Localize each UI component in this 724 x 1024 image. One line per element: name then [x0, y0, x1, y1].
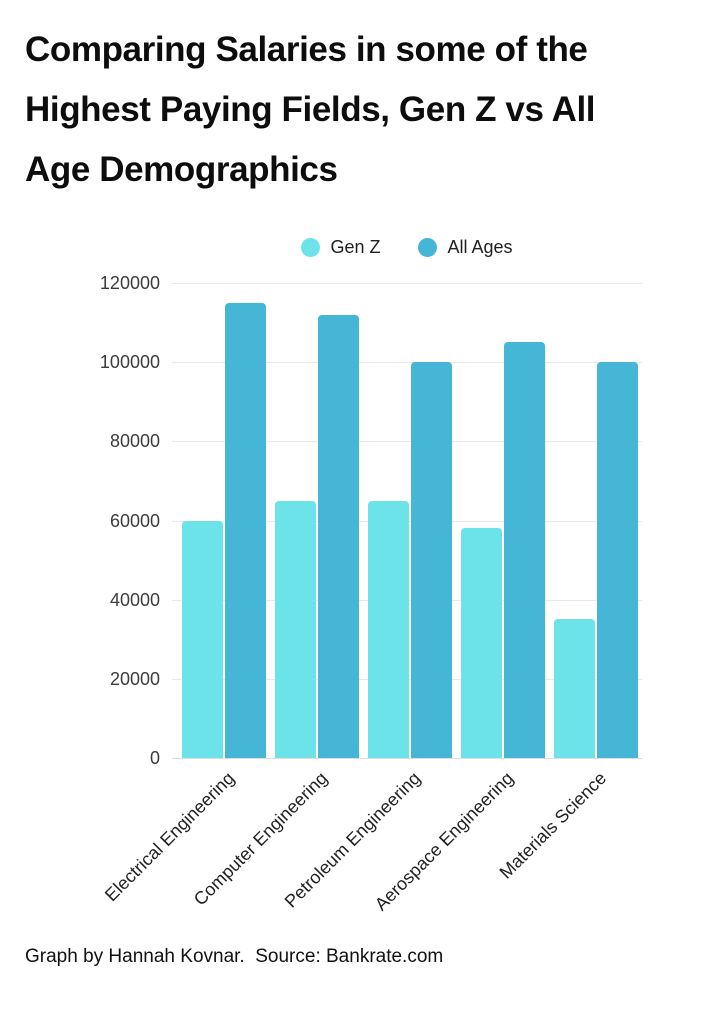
- gridline: [172, 441, 642, 443]
- bar-all-ages: [411, 362, 452, 758]
- legend-dot-icon: [418, 237, 438, 257]
- bar-gen-z: [368, 500, 409, 758]
- bar-group-electrical-engineering: [182, 302, 266, 758]
- gridline: [172, 362, 642, 364]
- bar-all-ages: [225, 302, 266, 758]
- chart-title-line: Highest Paying Fields, Gen Z vs All: [25, 90, 596, 129]
- bar-groups: [172, 283, 642, 758]
- y-tick-label: 120000: [99, 273, 160, 293]
- y-tick-label: 80000: [109, 431, 160, 452]
- y-axis-tick-labels: 0 20000 40000 60000 80000 100000 120000: [0, 273, 160, 768]
- y-tick-label: 0: [149, 748, 160, 768]
- legend-item-gen-z: Gen Z: [301, 237, 380, 258]
- bar-all-ages: [504, 342, 545, 758]
- legend-dot-icon: [301, 237, 321, 257]
- gridline: [172, 283, 642, 284]
- chart-legend: Gen Z All Ages: [172, 233, 642, 261]
- chart-title-line: Age Demographics: [25, 150, 338, 189]
- bar-group-materials-science: [554, 362, 638, 758]
- bar-all-ages: [597, 362, 638, 758]
- bar-gen-z: [275, 500, 316, 758]
- chart-title-line: Comparing Salaries in some of the: [25, 30, 588, 69]
- y-tick-label: 20000: [109, 668, 160, 689]
- x-axis-category-labels: Electrical Engineering Computer Engineeri…: [101, 768, 642, 948]
- legend-label: Gen Z: [330, 236, 381, 257]
- bar-gen-z: [461, 528, 502, 758]
- bar-gen-z: [554, 619, 595, 758]
- bar-all-ages: [318, 314, 359, 758]
- y-tick-label: 40000: [109, 589, 160, 610]
- chart-title: Comparing Salaries in some of the Highes…: [25, 20, 705, 200]
- legend-label: All Ages: [447, 236, 513, 257]
- y-tick-label: 60000: [109, 510, 160, 531]
- y-tick-label: 100000: [99, 352, 160, 373]
- legend-item-all-ages: All Ages: [418, 236, 513, 258]
- attribution-text: Graph by Hannah Kovnar. Source: Bankrate…: [25, 946, 444, 967]
- bar-group-petroleum-engineering: [368, 362, 452, 758]
- plot-area: [172, 283, 642, 759]
- bar-gen-z: [182, 520, 223, 758]
- bar-group-computer-engineering: [275, 314, 359, 758]
- bar-group-aerospace-engineering: [461, 342, 545, 758]
- gridline: [172, 758, 642, 759]
